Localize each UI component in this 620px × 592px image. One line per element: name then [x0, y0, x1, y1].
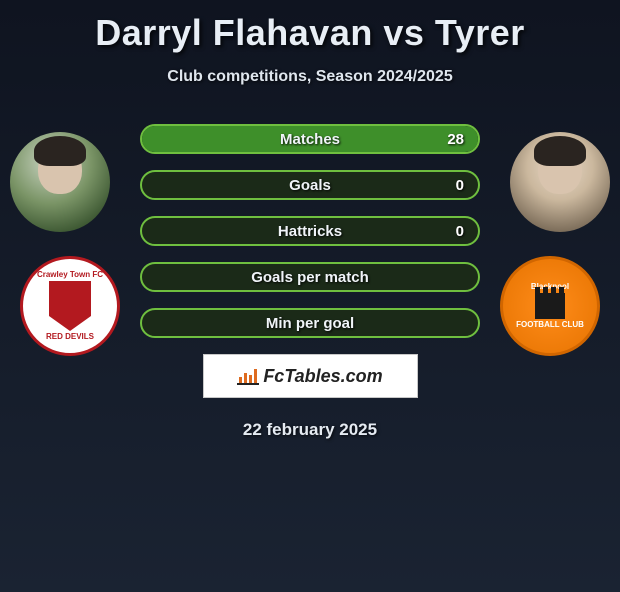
stat-row: Hattricks 0: [140, 216, 480, 246]
stats-list: Matches 28 Goals 0 Hattricks 0 Goals per match…: [140, 124, 480, 338]
club-right-crest: Blackpool FOOTBALL CLUB: [500, 256, 600, 356]
club-left-name: Crawley Town FC: [37, 271, 103, 279]
comparison-panel: Crawley Town FC RED DEVILS Blackpool FOO…: [0, 124, 620, 440]
stat-row: Goals per match: [140, 262, 480, 292]
stat-label: Goals per match: [251, 269, 369, 286]
stat-value-right: 28: [447, 131, 464, 148]
brand-badge: FcTables.com: [203, 354, 418, 398]
club-left-subtitle: RED DEVILS: [46, 333, 94, 341]
subtitle: Club competitions, Season 2024/2025: [0, 68, 620, 86]
stat-row: Matches 28: [140, 124, 480, 154]
chart-icon: [237, 367, 259, 385]
shield-icon: [49, 281, 91, 331]
club-right-subtitle: FOOTBALL CLUB: [516, 321, 584, 329]
player-left-avatar: [10, 132, 110, 232]
player-right-avatar: [510, 132, 610, 232]
stat-value-right: 0: [456, 223, 464, 240]
tower-icon: [535, 293, 565, 319]
stat-row: Goals 0: [140, 170, 480, 200]
page-title: Darryl Flahavan vs Tyrer: [0, 12, 620, 54]
stat-row: Min per goal: [140, 308, 480, 338]
stat-label: Goals: [289, 177, 331, 194]
brand-text: FcTables.com: [263, 366, 382, 387]
stat-label: Hattricks: [278, 223, 342, 240]
stat-label: Min per goal: [266, 315, 354, 332]
stat-value-right: 0: [456, 177, 464, 194]
date-label: 22 february 2025: [10, 420, 610, 440]
club-left-crest: Crawley Town FC RED DEVILS: [20, 256, 120, 356]
stat-label: Matches: [280, 131, 340, 148]
